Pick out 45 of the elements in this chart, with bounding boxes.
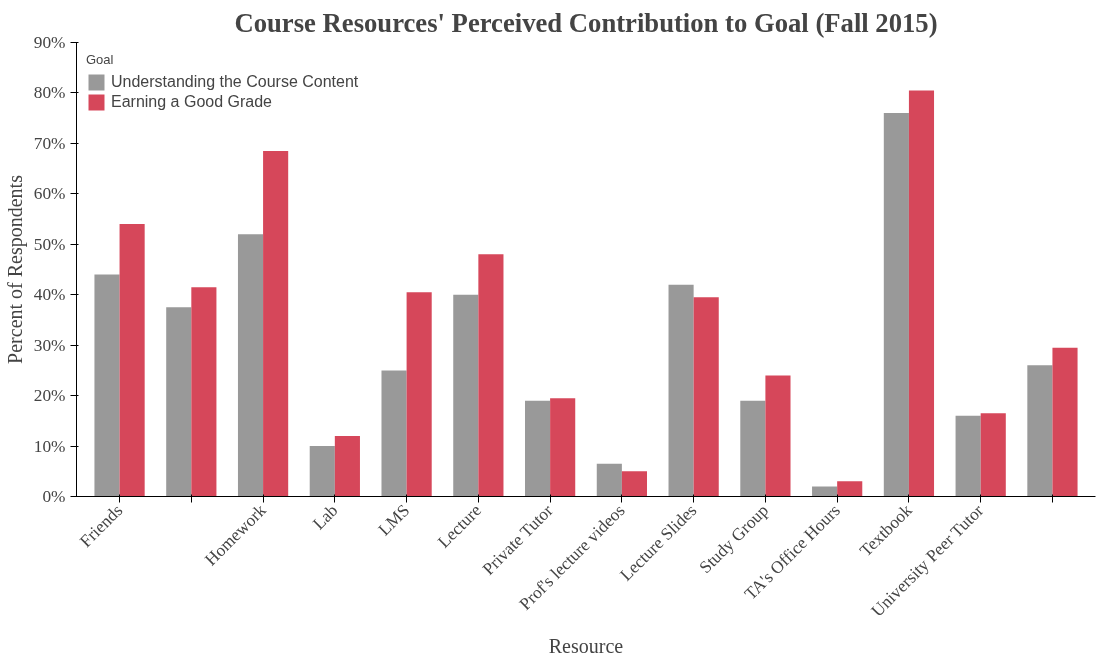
bar bbox=[980, 413, 1006, 497]
bar bbox=[1052, 347, 1078, 497]
x-tick-label: Lab bbox=[309, 500, 342, 534]
bar bbox=[309, 446, 335, 497]
bar bbox=[621, 471, 647, 497]
x-axis-title: Resource bbox=[548, 635, 624, 658]
y-tick-label: 0% bbox=[42, 487, 66, 506]
y-tick-label: 20% bbox=[33, 386, 66, 406]
bar bbox=[263, 150, 289, 497]
y-axis-title: Percent of Respondents bbox=[3, 174, 27, 364]
y-tick-label: 30% bbox=[33, 335, 66, 355]
y-tick-label: 10% bbox=[33, 436, 66, 456]
bar bbox=[908, 90, 935, 497]
y-tick-label: 70% bbox=[33, 133, 66, 153]
bar bbox=[478, 254, 504, 497]
bar bbox=[191, 287, 217, 497]
bar bbox=[453, 294, 479, 497]
bar bbox=[166, 307, 192, 497]
bar bbox=[525, 400, 551, 497]
legend-label: Understanding the Course Content bbox=[111, 73, 359, 91]
bar bbox=[812, 486, 838, 497]
bar bbox=[668, 284, 694, 497]
bar bbox=[406, 292, 432, 497]
bar bbox=[955, 415, 981, 497]
legend-label: Earning a Good Grade bbox=[111, 93, 272, 111]
chart-title: Course Resources' Perceived Contribution to Goal (Fall 2015) bbox=[234, 7, 938, 38]
bar bbox=[883, 113, 909, 497]
bar bbox=[693, 297, 719, 497]
legend-title: Goal bbox=[86, 52, 115, 67]
bar bbox=[119, 224, 145, 497]
y-tick-label: 40% bbox=[33, 285, 66, 305]
bar bbox=[596, 463, 622, 497]
y-tick-label: 80% bbox=[33, 83, 66, 103]
bar bbox=[1027, 365, 1053, 497]
bar bbox=[237, 234, 264, 497]
bar bbox=[94, 274, 120, 497]
bar bbox=[740, 400, 766, 497]
bar bbox=[334, 435, 360, 497]
y-tick-label: 50% bbox=[33, 234, 66, 254]
bar bbox=[381, 370, 407, 497]
bar bbox=[550, 398, 576, 497]
bar bbox=[765, 375, 791, 497]
y-tick-label: 90% bbox=[33, 33, 66, 52]
bar bbox=[837, 481, 863, 497]
y-tick-label: 60% bbox=[33, 184, 66, 204]
